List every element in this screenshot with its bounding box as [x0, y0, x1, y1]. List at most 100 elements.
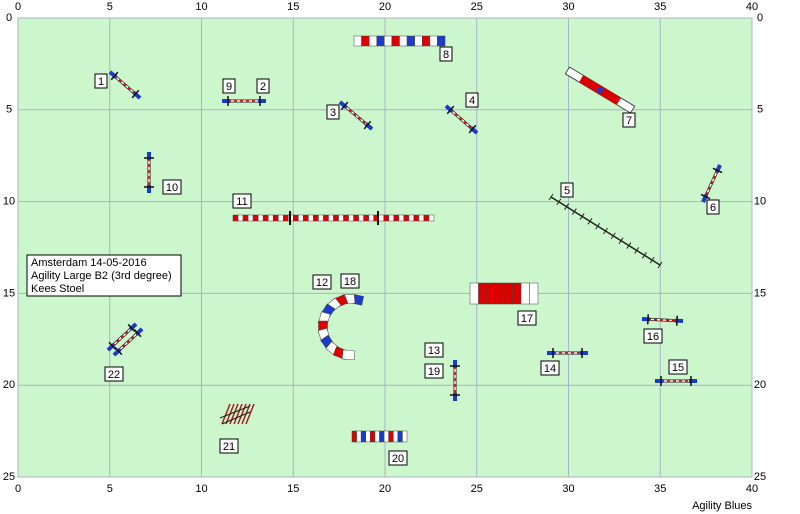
long-jump-segment: [418, 214, 425, 222]
long-jump-segment: [293, 214, 299, 222]
x-tick-label: 35: [654, 483, 666, 495]
obstacle-label-box: [706, 199, 720, 215]
tire-wall-segment: [495, 282, 505, 305]
x-tick-label: 30: [562, 1, 574, 13]
obstacle-label: 18: [344, 276, 356, 288]
dogwalk-slat: [618, 237, 624, 244]
long-jump-segment: [343, 214, 349, 222]
obstacle-label-box: [94, 73, 108, 89]
long-jump-segment: [383, 214, 390, 222]
obstacle-label: 12: [316, 277, 328, 289]
info-box: [26, 254, 182, 297]
slat: [237, 403, 247, 425]
jump: [700, 164, 723, 203]
obstacle-label-box: [424, 363, 444, 379]
obstacle-label: 20: [392, 453, 404, 465]
jump: [338, 100, 374, 131]
long-jump-segment: [237, 214, 244, 222]
tire-wall-segment: [503, 282, 513, 305]
long-jump-segment: [257, 214, 264, 222]
long-jump-segment: [298, 214, 304, 222]
obstacle-label: 9: [226, 81, 232, 93]
tire-wall-segment: [529, 282, 539, 305]
jump: [108, 70, 142, 100]
y-tick-label: 5: [757, 104, 763, 116]
obstacle-label: 5: [564, 185, 570, 197]
obstacle-label-box: [540, 360, 560, 376]
x-tick-label: 40: [746, 483, 758, 495]
obstacle-label-box: [517, 310, 537, 326]
long-jump-segment: [247, 214, 254, 222]
tunnel-segment: [353, 35, 362, 47]
dogwalk-slat: [634, 247, 640, 254]
x-tick-label: 0: [15, 1, 21, 13]
obstacle-label-box: [162, 179, 182, 195]
x-tick-label: 30: [562, 483, 574, 495]
tunnel-segment: [376, 35, 385, 47]
jump-post: [363, 120, 372, 130]
long-jump-segment: [358, 214, 364, 222]
jump: [655, 376, 697, 386]
tunnel-segment: [374, 430, 380, 443]
obstacle-label: 14: [544, 363, 556, 375]
x-tick-label: 15: [287, 1, 299, 13]
long-jump-segment: [403, 214, 410, 222]
x-tick-label: 40: [746, 1, 758, 13]
long-jump: [232, 214, 435, 222]
dogwalk-slat: [587, 218, 593, 225]
info-line: Agility Large B2 (3rd degree): [31, 270, 172, 282]
obstacle-label-box: [388, 450, 408, 466]
obstacle-label: 3: [330, 107, 336, 119]
dogwalk-slat: [603, 227, 608, 235]
x-tick-label: 25: [471, 483, 483, 495]
long-jump-segment: [353, 214, 359, 222]
jump: [106, 322, 138, 352]
jump-post: [110, 71, 119, 81]
slat-rail: [221, 411, 251, 425]
tunnel: [353, 35, 446, 47]
long-jump-segment: [232, 214, 239, 222]
long-jump-segment: [378, 214, 385, 222]
y-tick-label: 15: [3, 287, 15, 299]
obstacle-label: 4: [469, 95, 475, 107]
curved-tunnel-segment: [341, 349, 356, 361]
tunnel-segment: [356, 430, 362, 443]
tire-wall-segment: [469, 282, 479, 305]
long-jump-segment: [393, 214, 400, 222]
long-jump-segment: [413, 214, 420, 222]
obstacle-label: 11: [236, 196, 247, 208]
jump: [641, 314, 684, 326]
jump-post: [127, 323, 136, 333]
long-jump-segment: [348, 214, 354, 222]
long-jump-segment: [283, 214, 289, 222]
obstacle-label-box: [326, 104, 340, 120]
obstacle-label: 15: [672, 362, 684, 374]
obstacle-label: 21: [223, 441, 235, 453]
tunnel-segment: [429, 35, 438, 47]
y-tick-label: 0: [6, 12, 12, 24]
tire-wall-segment: [512, 282, 522, 305]
long-jump-segment: [252, 214, 259, 222]
y-tick-label: 25: [3, 471, 15, 483]
long-jump-segment: [333, 214, 339, 222]
y-tick-label: 5: [6, 104, 12, 116]
jump-post: [131, 89, 140, 99]
tunnel-segment: [365, 430, 371, 443]
tire-wall-segment: [520, 282, 530, 305]
y-tick-label: 10: [3, 196, 15, 208]
y-tick-label: 20: [3, 379, 15, 391]
dogwalk-slat: [657, 261, 663, 269]
tunnel-segment: [391, 35, 400, 47]
jump: [112, 327, 144, 357]
obstacle-label-box: [622, 112, 636, 128]
x-tick-label: 20: [379, 483, 391, 495]
dogwalk-slat: [595, 222, 601, 230]
long-jump-segment: [272, 214, 279, 222]
tunnel-segment: [388, 430, 394, 443]
long-jump-segment: [338, 214, 344, 222]
long-jump-segment: [408, 214, 415, 222]
obstacle-label-box: [104, 366, 124, 382]
obstacle-label: 8: [443, 49, 449, 61]
x-tick-label: 15: [287, 483, 299, 495]
info-line: Kees Stoel: [31, 283, 84, 295]
